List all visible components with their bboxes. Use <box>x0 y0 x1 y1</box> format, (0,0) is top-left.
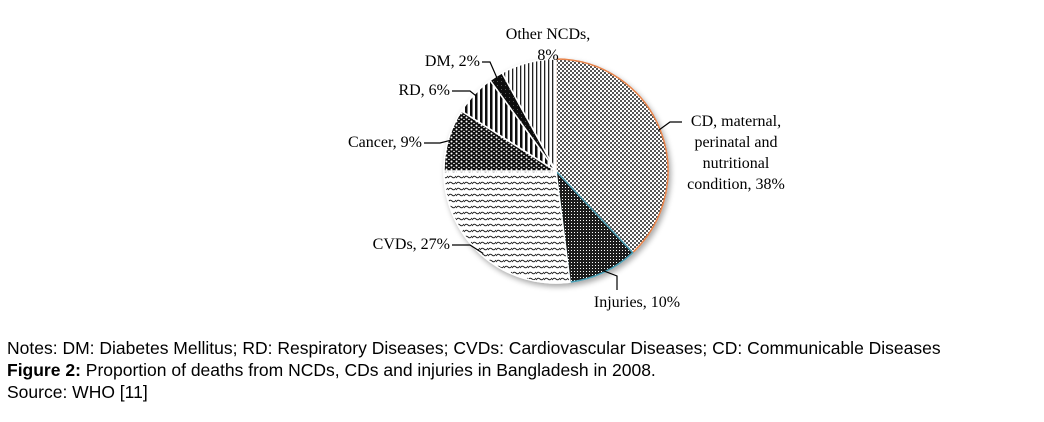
pie-slices <box>443 58 669 284</box>
data-label-line: Injuries, 10% <box>594 294 680 311</box>
leader-line-cd <box>657 121 682 131</box>
data-label-line: nutritional <box>703 155 770 172</box>
data-label-line: condition, 38% <box>687 176 785 193</box>
data-label-dm: DM, 2% <box>425 53 480 70</box>
leader-line-cancer <box>424 139 451 144</box>
data-label-line: 8% <box>537 47 558 64</box>
leader-lines <box>424 61 682 290</box>
data-label-cd: CD, maternal, perinatal and nutritional con… <box>687 113 785 193</box>
leader-line-rd <box>452 90 477 97</box>
data-labels: CD, maternal, perinatal and nutritional con… <box>348 26 785 311</box>
pie-slice-other <box>501 58 557 172</box>
pie-chart: CD, maternal, perinatal and nutritional con… <box>348 26 785 311</box>
data-label-line: Cancer, 9% <box>348 134 422 151</box>
data-label-line: Other NCDs, <box>506 26 590 43</box>
data-label-line: perinatal and <box>694 134 777 151</box>
pie-slice-cvds <box>443 170 571 284</box>
data-label-cvds: CVDs, 27% <box>373 236 450 253</box>
data-label-line: DM, 2% <box>425 53 480 70</box>
source-caption: Source: WHO [11] <box>7 382 148 402</box>
data-label-line: CD, maternal, <box>691 113 781 130</box>
data-label-other: Other NCDs, 8% <box>506 26 590 64</box>
leader-line-dm <box>482 61 498 79</box>
data-label-rd: RD, 6% <box>398 82 450 99</box>
leader-line-injuries <box>602 269 618 290</box>
figure-text: Proportion of deaths from NCDs, CDs and … <box>80 360 656 380</box>
data-label-injuries: Injuries, 10% <box>594 294 680 311</box>
data-label-line: CVDs, 27% <box>373 236 450 253</box>
data-label-cancer: Cancer, 9% <box>348 134 422 151</box>
figure-label: Figure 2: <box>7 360 81 380</box>
figure-caption: Figure 2: Proportion of deaths from NCDs… <box>7 359 656 381</box>
notes-caption: Notes: DM: Diabetes Mellitus; RD: Respir… <box>7 338 941 358</box>
leader-line-cvds <box>452 244 484 255</box>
data-label-line: RD, 6% <box>398 82 450 99</box>
